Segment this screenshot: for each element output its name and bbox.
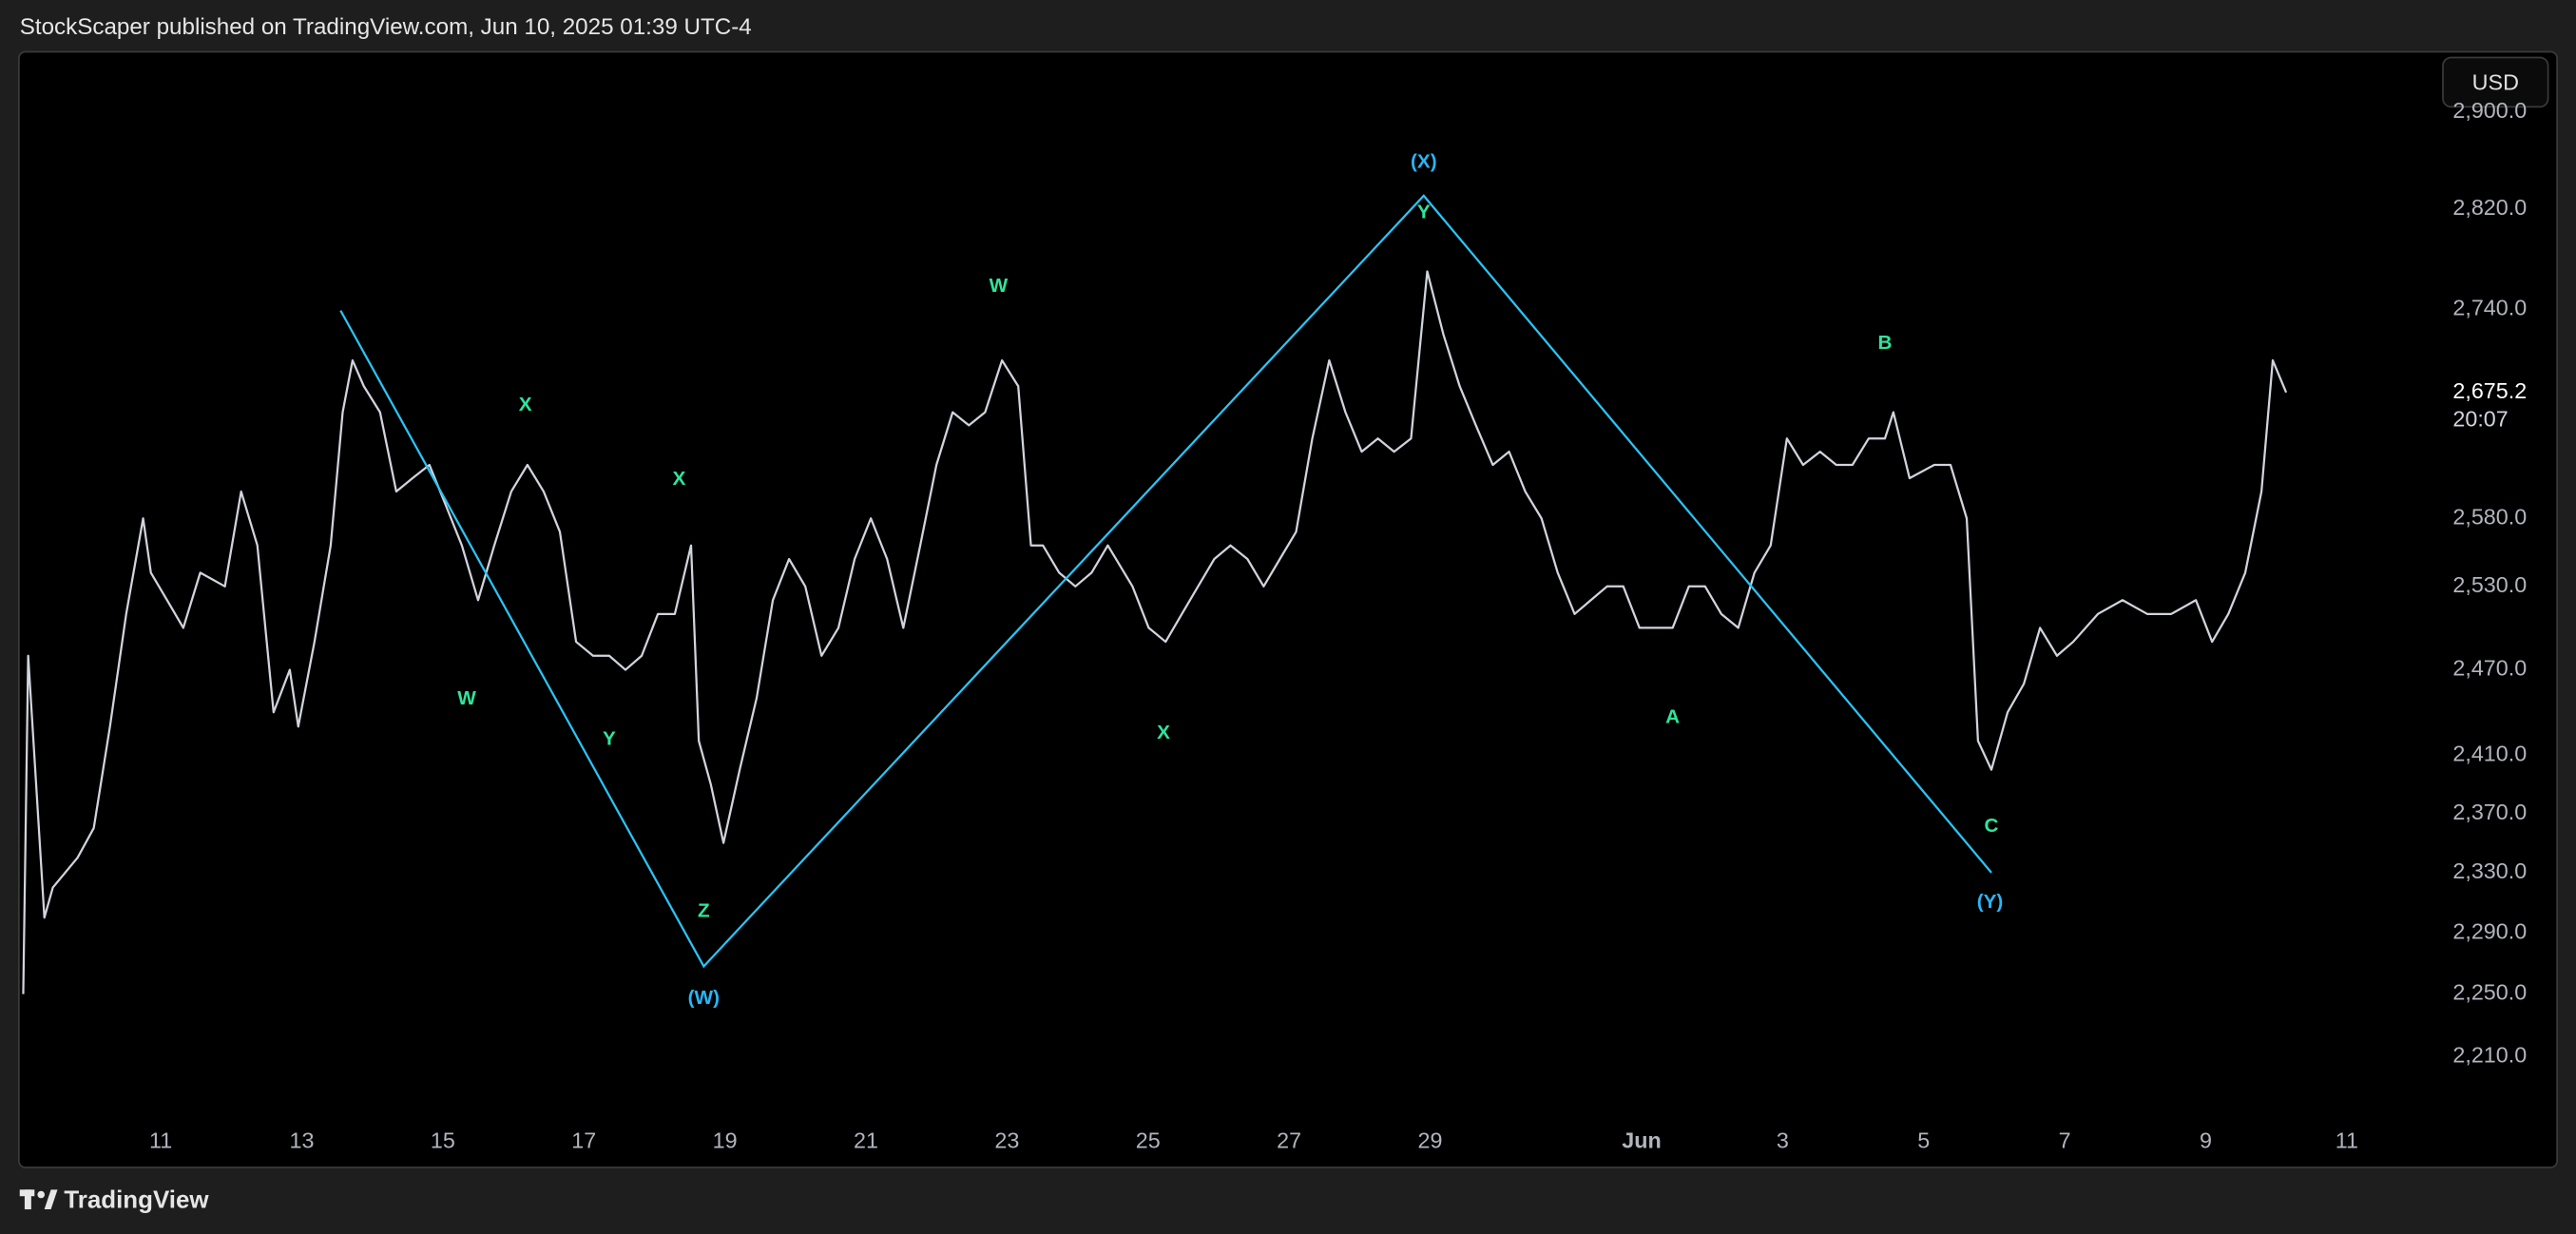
x-tick-label: 13 bbox=[290, 1128, 315, 1152]
wave-label: Y bbox=[1417, 201, 1431, 222]
header-text: StockScaper published on TradingView.com… bbox=[20, 14, 752, 40]
x-tick-label: 11 bbox=[149, 1128, 172, 1152]
plot-area: (W) (X) (Y) X W Y X Z W X Y B A C bbox=[22, 151, 2288, 1009]
y-tick-label: 2,210.0 bbox=[2452, 1042, 2527, 1067]
wave-label: (Y) bbox=[1977, 891, 2004, 913]
chart-panel bbox=[18, 50, 2558, 1168]
price-line bbox=[22, 270, 2288, 994]
y-tick-label: 2,580.0 bbox=[2452, 504, 2527, 529]
countdown-label: 20:07 bbox=[2452, 406, 2508, 431]
x-tick-label: 9 bbox=[2200, 1128, 2212, 1152]
last-price-label: 2,675.2 bbox=[2452, 378, 2527, 403]
x-tick-label: 25 bbox=[1136, 1128, 1161, 1152]
wave-label: W bbox=[457, 687, 476, 709]
x-tick-label: 5 bbox=[1917, 1128, 1930, 1152]
y-tick-label: 2,900.0 bbox=[2452, 98, 2527, 123]
x-tick-label: 7 bbox=[2059, 1128, 2071, 1152]
y-tick-label: 2,820.0 bbox=[2452, 195, 2527, 220]
wave-line bbox=[339, 194, 1992, 969]
y-tick-label: 2,470.0 bbox=[2452, 656, 2527, 681]
wave-label: W bbox=[990, 275, 1009, 297]
x-tick-label: 21 bbox=[854, 1128, 878, 1152]
y-tick-label: 2,530.0 bbox=[2452, 572, 2527, 597]
x-tick-label: 29 bbox=[1417, 1128, 1442, 1152]
wave-label: C bbox=[1985, 815, 1999, 837]
x-tick-label: 23 bbox=[994, 1128, 1019, 1152]
footer-logo bbox=[19, 1189, 58, 1210]
x-tick-label: 19 bbox=[713, 1128, 738, 1152]
y-tick-label: 2,330.0 bbox=[2452, 858, 2527, 883]
currency-button[interactable] bbox=[2442, 56, 2549, 108]
y-tick-label: 2,410.0 bbox=[2452, 742, 2527, 766]
x-tick-label: 27 bbox=[1277, 1128, 1301, 1152]
x-tick-label: 17 bbox=[571, 1128, 596, 1152]
wave-label: (X) bbox=[1411, 151, 1437, 173]
x-tick-label: 3 bbox=[1777, 1128, 1789, 1152]
x-tick-label: 15 bbox=[431, 1128, 455, 1152]
wave-label: X bbox=[519, 394, 532, 415]
wave-label: (W) bbox=[688, 987, 720, 1009]
y-tick-label: 2,370.0 bbox=[2452, 800, 2527, 824]
currency-label: USD bbox=[2472, 69, 2519, 94]
x-tick-label: 11 bbox=[2336, 1128, 2358, 1152]
y-tick-label: 2,250.0 bbox=[2452, 980, 2527, 1005]
wave-label: Z bbox=[698, 899, 710, 921]
y-tick-label: 2,290.0 bbox=[2452, 918, 2527, 943]
wave-label: Y bbox=[603, 727, 616, 749]
wave-label: X bbox=[1157, 722, 1170, 743]
wave-label: A bbox=[1665, 706, 1680, 728]
wave-label: B bbox=[1877, 332, 1892, 354]
y-tick-label: 2,740.0 bbox=[2452, 295, 2527, 319]
last-price-box bbox=[2437, 377, 2553, 434]
footer-brand: TradingView bbox=[64, 1186, 209, 1213]
x-tick-label: Jun bbox=[1622, 1128, 1661, 1152]
wave-label: X bbox=[672, 468, 685, 490]
